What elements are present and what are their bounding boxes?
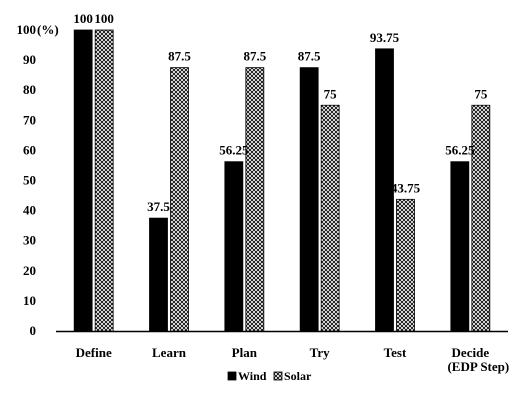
legend-label-solar: Solar (284, 369, 312, 383)
y-tick-label: 20 (23, 263, 36, 278)
y-tick-label: 30 (23, 233, 36, 248)
data-label-wind-try: 87.5 (298, 49, 321, 64)
x-axis-title: (EDP Step) (447, 359, 509, 374)
y-tick-label: 60 (23, 142, 36, 157)
bar-wind-try (299, 67, 319, 332)
data-label-wind-define: 100 (73, 11, 93, 26)
data-label-solar-define: 100 (94, 11, 114, 26)
data-label-solar-decide: 75 (474, 86, 488, 101)
legend-label-wind: Wind (238, 369, 267, 383)
y-tick-label: 100 (17, 22, 37, 37)
bar-wind-decide (450, 161, 470, 332)
data-label-wind-decide: 56.25 (445, 143, 475, 158)
data-label-wind-plan: 56.25 (219, 143, 249, 158)
y-tick-label: 10 (23, 293, 36, 308)
bar-solar-learn (170, 67, 189, 332)
x-category-label: Learn (152, 345, 187, 360)
bar-solar-decide (471, 104, 491, 332)
legend-swatch-wind (227, 371, 237, 381)
y-unit-label: (%) (37, 22, 59, 37)
y-tick-label: 70 (23, 112, 36, 127)
y-tick-label: 80 (23, 82, 36, 97)
bar-solar-test (396, 198, 415, 332)
bar-wind-learn (149, 217, 168, 332)
data-label-wind-learn: 37.5 (147, 199, 170, 214)
x-category-label: Define (76, 345, 112, 360)
y-tick-label: 0 (30, 323, 37, 338)
y-tick-label: 50 (23, 173, 36, 188)
bar-solar-plan (245, 67, 265, 332)
bar-wind-plan (224, 161, 244, 332)
x-category-label: Plan (232, 345, 258, 360)
data-label-solar-try: 75 (324, 86, 338, 101)
data-label-solar-test: 43.75 (391, 180, 421, 195)
data-label-wind-test: 93.75 (370, 30, 400, 45)
bar-solar-define (94, 29, 114, 332)
legend-swatch-solar (273, 371, 283, 381)
x-category-label: Test (384, 345, 407, 360)
y-tick-label: 40 (23, 203, 36, 218)
x-category-label: Try (310, 345, 330, 360)
x-category-label: Decide (452, 345, 490, 360)
y-tick-label: 90 (23, 52, 36, 67)
data-label-solar-plan: 87.5 (243, 49, 266, 64)
bar-wind-define (73, 29, 93, 332)
bar-solar-try (320, 104, 340, 332)
data-label-solar-learn: 87.5 (168, 49, 191, 64)
